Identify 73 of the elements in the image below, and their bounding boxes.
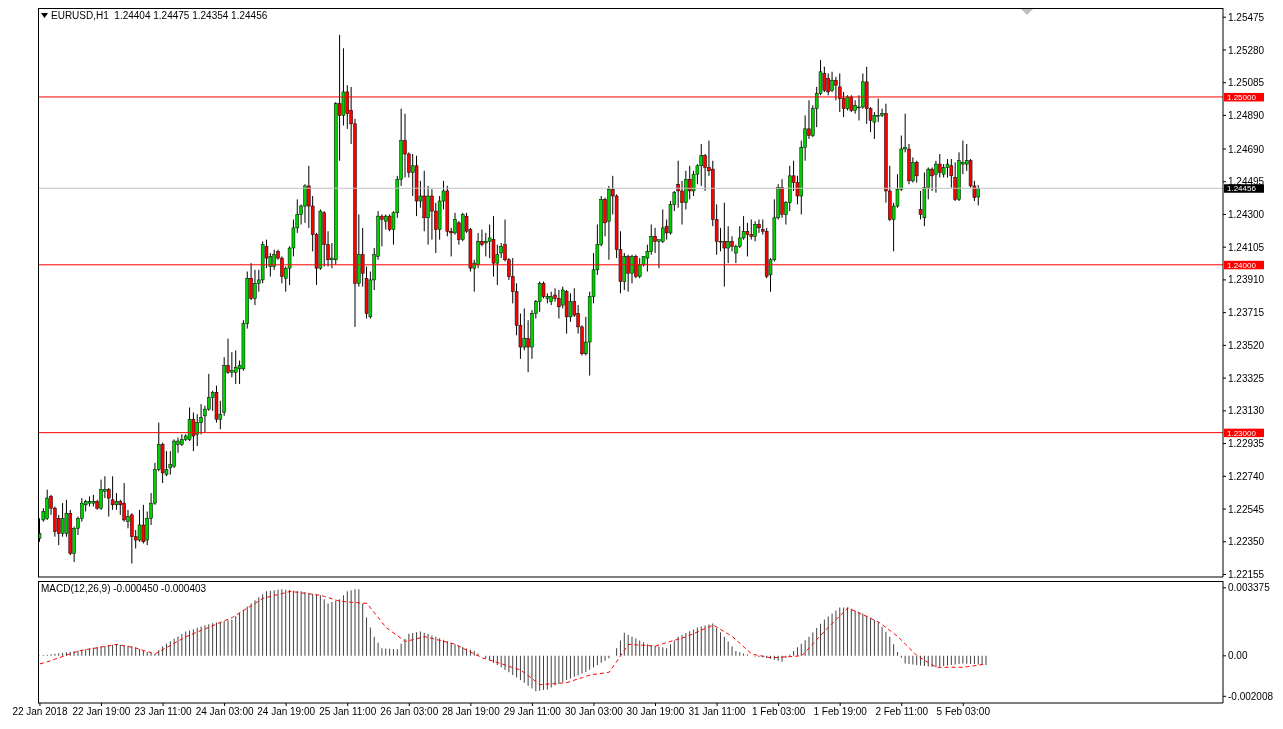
x-tick-label: 29 Jan 11:00 (503, 706, 562, 718)
ref-line-label: 1.24456 (1227, 184, 1257, 194)
y-tick-label: 1.24300 (1228, 209, 1265, 220)
candlestick (661, 208, 665, 244)
candlestick (557, 289, 561, 320)
y-tick-label: 1.23715 (1228, 307, 1265, 319)
ref-line-label: 1.23000 (1227, 428, 1257, 438)
y-tick-label: 1.25475 (1228, 11, 1265, 23)
x-tick-label: 28 Jan 19:00 (441, 706, 501, 718)
y-tick-label: 1.23325 (1228, 372, 1265, 384)
x-tick-label: 2 Feb 11:00 (875, 706, 929, 718)
candlestick (426, 185, 430, 246)
y-tick-label: 1.23130 (1228, 405, 1265, 417)
x-tick-label: 23 Jan 11:00 (134, 706, 193, 718)
candlestick (99, 479, 103, 511)
ref-line-label: 1.25000 (1227, 92, 1257, 102)
y-tick-label: 0.003375 (1228, 582, 1271, 594)
candlestick (403, 113, 407, 179)
x-tick-label: 22 Jan 2018 (12, 706, 68, 718)
chart-title: EURUSD,H1 1.24404 1.24475 1.24354 1.24456 (51, 10, 268, 21)
candlestick (130, 512, 134, 565)
candlestick (233, 349, 238, 385)
x-tick-label: 5 Feb 03:00 (936, 706, 991, 718)
candlestick (303, 183, 307, 224)
ref-line-label: 1.24000 (1227, 260, 1257, 270)
candlestick (953, 161, 957, 202)
candlestick (637, 257, 642, 279)
y-tick-label: 1.23910 (1228, 274, 1265, 286)
candlestick (918, 190, 923, 220)
y-tick-label: 1.22155 (1228, 569, 1265, 581)
candlestick (726, 225, 730, 264)
candlestick (568, 292, 573, 323)
candlestick (522, 307, 527, 351)
x-tick-label: 1 Feb 03:00 (751, 706, 806, 718)
candlestick (757, 218, 761, 234)
candlestick (653, 227, 657, 254)
y-tick-label: -0.002008 (1228, 690, 1274, 702)
y-tick-label: 0.00 (1228, 650, 1248, 662)
y-tick-label: 1.24105 (1228, 241, 1265, 253)
candlestick (253, 269, 257, 306)
candlestick (45, 489, 49, 521)
x-tick-label: 22 Jan 19:00 (72, 706, 131, 718)
chart-title: MACD(12,26,9) -0.000450 -0.000403 (41, 583, 207, 594)
x-tick-label: 30 Jan 19:00 (626, 706, 685, 718)
y-tick-label: 1.23520 (1228, 339, 1265, 351)
y-tick-label: 1.25280 (1228, 44, 1265, 56)
candlestick (876, 98, 880, 123)
y-tick-label: 1.24690 (1228, 143, 1265, 155)
y-tick-label: 1.22740 (1228, 470, 1265, 482)
candlestick (976, 184, 981, 206)
x-tick-label: 24 Jan 19:00 (257, 706, 316, 718)
candlestick (745, 222, 750, 257)
y-tick-label: 1.25085 (1228, 77, 1265, 89)
candlestick (822, 66, 827, 93)
candlestick (699, 143, 703, 187)
y-tick-label: 1.22350 (1228, 536, 1265, 548)
candlestick (141, 504, 146, 544)
x-tick-label: 31 Jan 11:00 (688, 706, 747, 718)
y-tick-label: 1.24890 (1228, 109, 1265, 121)
y-tick-label: 1.22545 (1228, 503, 1265, 515)
candlestick (938, 153, 942, 179)
x-tick-label: 30 Jan 03:00 (565, 706, 624, 718)
candlestick (230, 351, 234, 378)
x-tick-label: 24 Jan 03:00 (195, 706, 254, 718)
candlestick (60, 502, 65, 538)
x-tick-label: 1 Feb 19:00 (813, 706, 868, 718)
y-tick-label: 1.22935 (1228, 438, 1265, 450)
x-tick-label: 25 Jan 11:00 (319, 706, 377, 718)
candlestick (630, 254, 634, 284)
x-tick-label: 26 Jan 03:00 (380, 706, 439, 718)
candlestick (914, 160, 919, 184)
candlestick (422, 170, 426, 232)
candlestick (753, 220, 757, 242)
